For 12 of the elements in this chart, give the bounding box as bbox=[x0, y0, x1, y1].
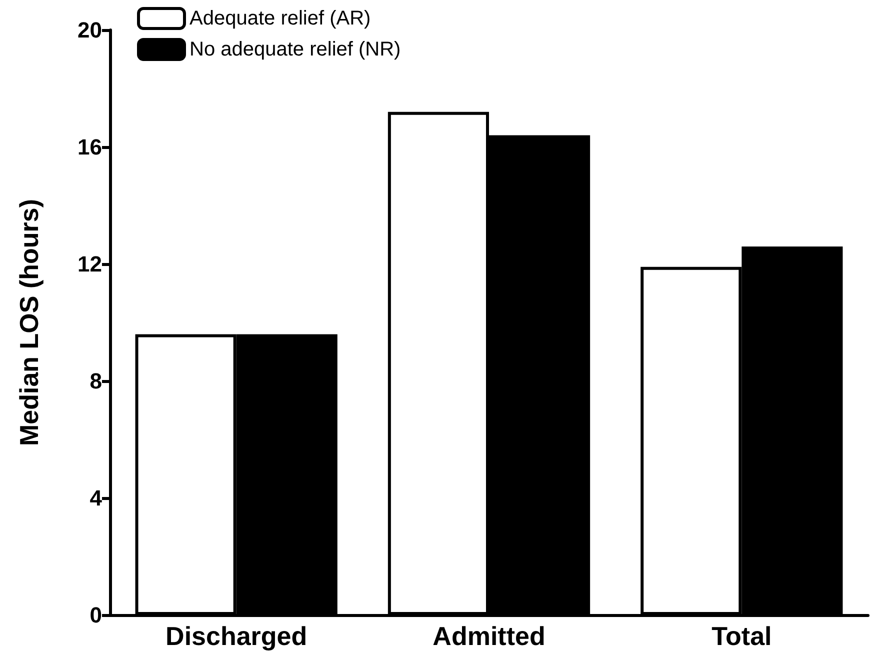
y-tick-label: 16 bbox=[78, 134, 102, 160]
x-tick-label: Discharged bbox=[166, 621, 308, 651]
legend-label: Adequate relief (AR) bbox=[190, 8, 371, 30]
y-tick-label: 12 bbox=[78, 252, 102, 276]
y-tick-label: 8 bbox=[90, 368, 102, 394]
x-tick-label: Admitted bbox=[432, 621, 546, 651]
y-tick-label: 0 bbox=[90, 602, 102, 628]
y-tick-label: 4 bbox=[90, 486, 103, 510]
y-axis-title: Median LOS (hours) bbox=[14, 199, 44, 446]
x-tick-label: Total bbox=[712, 621, 772, 651]
y-tick-label: 20 bbox=[78, 18, 102, 42]
legend-label: No adequate relief (NR) bbox=[190, 38, 401, 60]
